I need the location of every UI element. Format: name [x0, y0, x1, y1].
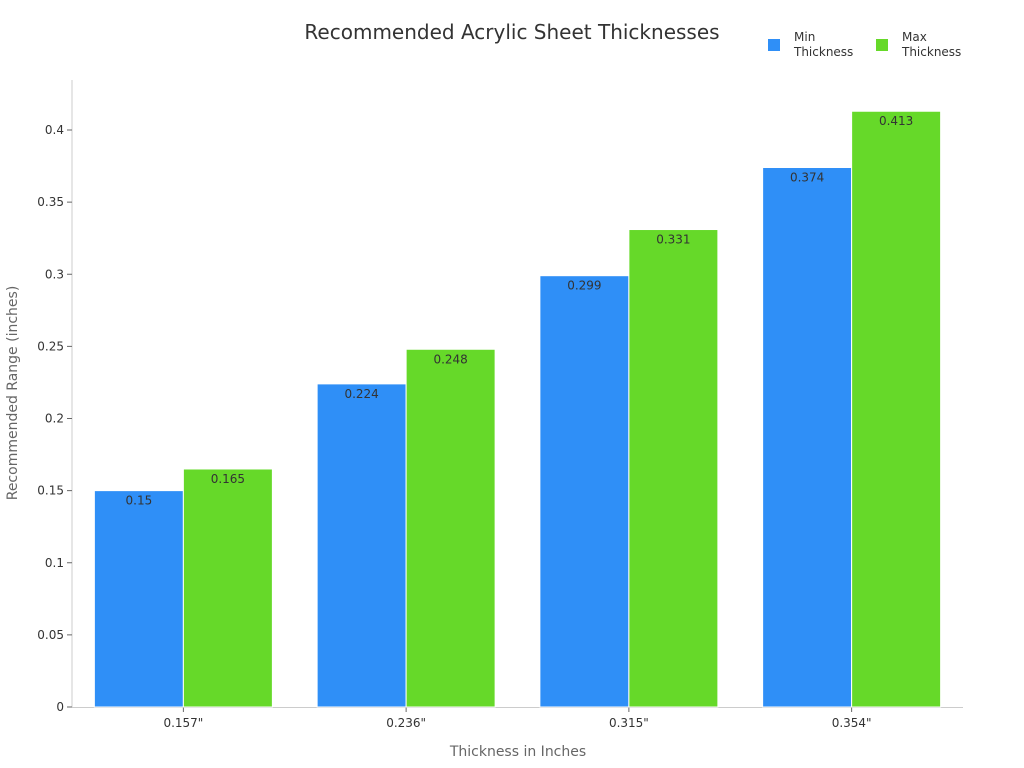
legend: Min Thickness Max Thickness [768, 30, 964, 60]
bar-value-label: 0.413 [879, 114, 913, 128]
legend-swatch-min [768, 39, 780, 51]
chart-title: Recommended Acrylic Sheet Thicknesses [304, 20, 720, 44]
y-tick-label: 0.4 [45, 123, 64, 137]
y-tick-label: 0.2 [45, 412, 64, 426]
x-axis-title: Thickness in Inches [449, 744, 586, 760]
bar-value-label: 0.248 [433, 352, 467, 366]
y-axis-title: Recommended Range (inches) [5, 286, 21, 501]
bar-min[interactable] [93, 490, 184, 708]
legend-swatch-max [876, 39, 888, 51]
legend-item-min[interactable]: Min Thickness [768, 30, 856, 60]
bar-value-label: 0.15 [126, 494, 153, 508]
bar-max[interactable] [182, 468, 273, 708]
y-tick-label: 0.35 [37, 195, 64, 209]
y-tick-label: 0.05 [37, 628, 64, 642]
bar-value-label: 0.299 [567, 279, 601, 293]
bar-value-label: 0.165 [211, 472, 245, 486]
bars: 0.15 0.165 0.224 0.248 0.299 0.331 0.374 0.413 [93, 110, 942, 708]
legend-label-max-line2: Thickness [902, 45, 962, 59]
y-tick-label: 0 [56, 700, 64, 714]
bar-min[interactable] [539, 275, 630, 708]
legend-label-max-line1: Max [902, 30, 927, 44]
x-tick-label: 0.354" [832, 716, 872, 730]
bar-max[interactable] [628, 229, 719, 708]
legend-label-max: Max Thickness [902, 30, 964, 60]
bar-value-label: 0.374 [790, 171, 824, 185]
legend-label-min: Min Thickness [794, 30, 856, 60]
x-tick-label: 0.236" [386, 716, 426, 730]
y-tick-label: 0.3 [45, 267, 64, 281]
bar-max[interactable] [851, 110, 942, 708]
y-tick-label: 0.25 [37, 339, 64, 353]
x-tick-label: 0.157" [163, 716, 203, 730]
legend-label-min-line1: Min [794, 30, 816, 44]
bar-min[interactable] [762, 167, 853, 708]
bar-value-label: 0.224 [344, 387, 378, 401]
legend-item-max[interactable]: Max Thickness [876, 30, 964, 60]
y-tick-label: 0.1 [45, 556, 64, 570]
y-tick-label: 0.15 [37, 484, 64, 498]
bar-value-label: 0.331 [656, 233, 690, 247]
x-tick-label: 0.315" [609, 716, 649, 730]
bar-min[interactable] [316, 383, 407, 708]
legend-label-min-line2: Thickness [794, 45, 854, 59]
bar-max[interactable] [405, 348, 496, 708]
